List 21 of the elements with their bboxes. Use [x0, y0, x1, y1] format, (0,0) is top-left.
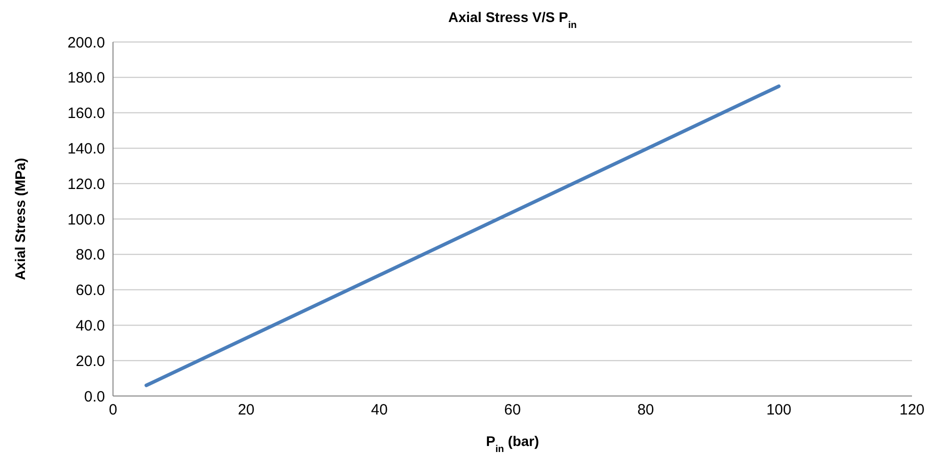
x-tick-label: 80 [637, 402, 654, 419]
y-tick-label: 20.0 [76, 352, 105, 370]
y-tick-label: 40.0 [76, 318, 105, 335]
y-tick-label: 80.0 [76, 246, 105, 264]
y-tick-label: 140.0 [67, 140, 105, 158]
y-tick-label: 120.0 [67, 176, 105, 193]
y-tick-label: 200.0 [67, 34, 105, 52]
x-tick-label: 120 [899, 402, 925, 419]
x-tick-label: 60 [504, 402, 521, 419]
y-tick-label: 160.0 [67, 105, 105, 122]
chart-title: Axial Stress V/S P$_{in}$ [448, 9, 577, 30]
y-tick-label: 100.0 [67, 211, 105, 228]
x-tick-label: 40 [370, 402, 388, 419]
y-tick-label: 180.0 [67, 70, 105, 87]
y-tick-label: 0.0 [84, 388, 105, 406]
x-axis-title: P$_{in}$ (bar) [486, 433, 540, 454]
y-tick-label: 60.0 [76, 282, 105, 300]
x-tick-label: 20 [238, 402, 255, 419]
y-axis-title: Axial Stress (MPa) [12, 158, 28, 280]
x-tick-label: 0 [108, 402, 118, 419]
x-tick-label: 100 [766, 402, 792, 419]
